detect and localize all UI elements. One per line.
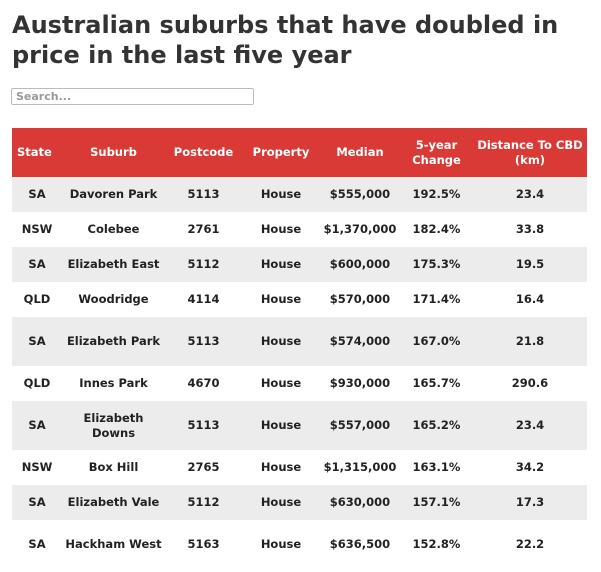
cell-suburb: Elizabeth East xyxy=(62,247,165,282)
cell-suburb: Colebee xyxy=(62,212,165,247)
column-header-suburb[interactable]: Suburb xyxy=(62,128,165,177)
cell-property: House xyxy=(242,520,320,569)
cell-distance: 16.4 xyxy=(473,282,587,317)
cell-median: $1,315,000 xyxy=(320,450,400,485)
cell-median: $1,370,000 xyxy=(320,212,400,247)
table-row: NSW Box Hill 2765 House $1,315,000 163.1… xyxy=(12,450,587,485)
cell-property: House xyxy=(242,366,320,401)
cell-median: $557,000 xyxy=(320,401,400,450)
table-header: State Suburb Postcode Property Median 5-… xyxy=(12,128,587,177)
cell-state: NSW xyxy=(12,212,62,247)
cell-change: 165.7% xyxy=(400,366,473,401)
table-row: SA Elizabeth Downs 5113 House $557,000 1… xyxy=(12,401,587,450)
cell-suburb: Elizabeth Park xyxy=(62,317,165,366)
cell-change: 171.4% xyxy=(400,282,473,317)
cell-postcode: 2761 xyxy=(165,212,242,247)
cell-change: 192.5% xyxy=(400,177,473,212)
cell-distance: 22.2 xyxy=(473,520,587,569)
page-title: Australian suburbs that have doubled in … xyxy=(12,11,559,69)
cell-change: 157.1% xyxy=(400,485,473,520)
cell-state: SA xyxy=(12,247,62,282)
cell-change: 167.0% xyxy=(400,317,473,366)
cell-postcode: 2765 xyxy=(165,450,242,485)
cell-property: House xyxy=(242,401,320,450)
cell-postcode: 5113 xyxy=(165,401,242,450)
cell-distance: 34.2 xyxy=(473,450,587,485)
cell-state: SA xyxy=(12,317,62,366)
column-header-property[interactable]: Property xyxy=(242,128,320,177)
cell-distance: 21.8 xyxy=(473,317,587,366)
cell-property: House xyxy=(242,247,320,282)
cell-suburb: Hackham West xyxy=(62,520,165,569)
table-row: SA Elizabeth East 5112 House $600,000 17… xyxy=(12,247,587,282)
cell-distance: 17.3 xyxy=(473,485,587,520)
cell-suburb: Davoren Park xyxy=(62,177,165,212)
cell-property: House xyxy=(242,450,320,485)
cell-suburb: Elizabeth Downs xyxy=(62,401,165,450)
cell-state: NSW xyxy=(12,450,62,485)
cell-distance: 33.8 xyxy=(473,212,587,247)
cell-change: 182.4% xyxy=(400,212,473,247)
cell-median: $574,000 xyxy=(320,317,400,366)
cell-property: House xyxy=(242,485,320,520)
cell-suburb: Innes Park xyxy=(62,366,165,401)
cell-suburb: Woodridge xyxy=(62,282,165,317)
cell-state: SA xyxy=(12,401,62,450)
cell-property: House xyxy=(242,177,320,212)
cell-state: SA xyxy=(12,485,62,520)
table-body: SA Davoren Park 5113 House $555,000 192.… xyxy=(12,177,587,569)
cell-change: 175.3% xyxy=(400,247,473,282)
cell-median: $630,000 xyxy=(320,485,400,520)
cell-median: $600,000 xyxy=(320,247,400,282)
cell-distance: 23.4 xyxy=(473,401,587,450)
cell-postcode: 5112 xyxy=(165,485,242,520)
table-row: SA Davoren Park 5113 House $555,000 192.… xyxy=(12,177,587,212)
cell-state: QLD xyxy=(12,366,62,401)
cell-median: $636,500 xyxy=(320,520,400,569)
search-input[interactable] xyxy=(11,88,254,105)
table-row: NSW Colebee 2761 House $1,370,000 182.4%… xyxy=(12,212,587,247)
cell-median: $570,000 xyxy=(320,282,400,317)
suburbs-table: State Suburb Postcode Property Median 5-… xyxy=(12,128,587,569)
cell-postcode: 4114 xyxy=(165,282,242,317)
table-row: SA Hackham West 5163 House $636,500 152.… xyxy=(12,520,587,569)
column-header-median[interactable]: Median xyxy=(320,128,400,177)
column-header-change[interactable]: 5-year Change xyxy=(400,128,473,177)
column-header-state[interactable]: State xyxy=(12,128,62,177)
column-header-distance[interactable]: Distance To CBD (km) xyxy=(473,128,587,177)
table-row: SA Elizabeth Park 5113 House $574,000 16… xyxy=(12,317,587,366)
cell-change: 165.2% xyxy=(400,401,473,450)
cell-distance: 290.6 xyxy=(473,366,587,401)
cell-property: House xyxy=(242,212,320,247)
cell-postcode: 5113 xyxy=(165,177,242,212)
cell-median: $555,000 xyxy=(320,177,400,212)
cell-property: House xyxy=(242,317,320,366)
table-row: SA Elizabeth Vale 5112 House $630,000 15… xyxy=(12,485,587,520)
cell-change: 163.1% xyxy=(400,450,473,485)
cell-state: SA xyxy=(12,177,62,212)
cell-property: House xyxy=(242,282,320,317)
cell-distance: 23.4 xyxy=(473,177,587,212)
cell-state: SA xyxy=(12,520,62,569)
cell-median: $930,000 xyxy=(320,366,400,401)
cell-postcode: 5112 xyxy=(165,247,242,282)
cell-postcode: 4670 xyxy=(165,366,242,401)
header-row: State Suburb Postcode Property Median 5-… xyxy=(12,128,587,177)
cell-state: QLD xyxy=(12,282,62,317)
cell-postcode: 5163 xyxy=(165,520,242,569)
table-row: QLD Woodridge 4114 House $570,000 171.4%… xyxy=(12,282,587,317)
table-row: QLD Innes Park 4670 House $930,000 165.7… xyxy=(12,366,587,401)
column-header-postcode[interactable]: Postcode xyxy=(165,128,242,177)
cell-change: 152.8% xyxy=(400,520,473,569)
cell-postcode: 5113 xyxy=(165,317,242,366)
cell-suburb: Elizabeth Vale xyxy=(62,485,165,520)
cell-distance: 19.5 xyxy=(473,247,587,282)
cell-suburb: Box Hill xyxy=(62,450,165,485)
